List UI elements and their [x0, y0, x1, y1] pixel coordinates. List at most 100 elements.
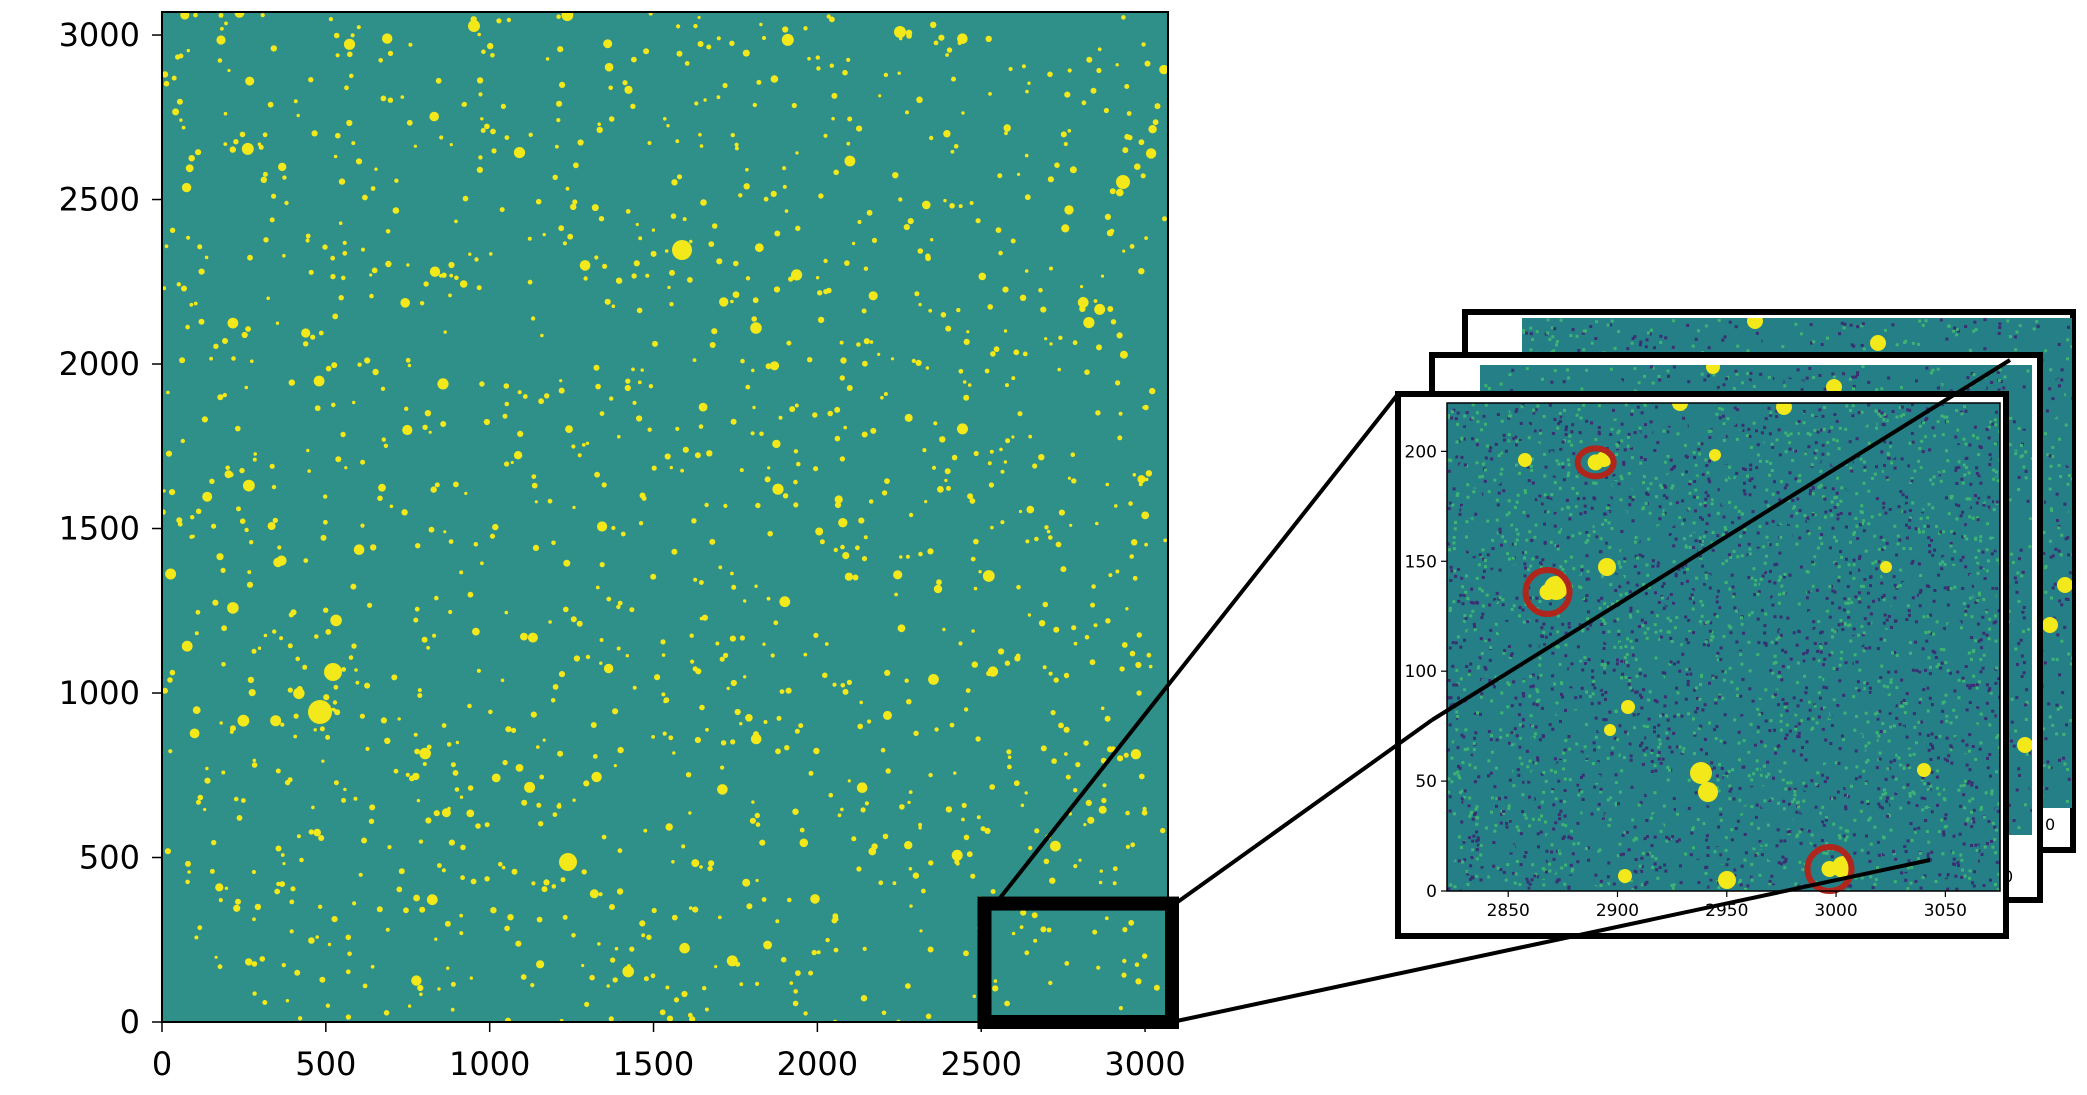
star: [720, 740, 727, 746]
star: [1136, 632, 1143, 638]
star: [1128, 501, 1133, 506]
star: [1048, 671, 1053, 676]
star: [162, 687, 168, 694]
star: [434, 482, 440, 488]
star: [1138, 268, 1145, 275]
star: [689, 633, 694, 638]
star: [951, 454, 958, 461]
star: [1071, 625, 1077, 631]
star: [817, 316, 825, 324]
star: [205, 766, 209, 771]
star: [331, 707, 335, 712]
star: [778, 415, 783, 420]
star: [803, 1011, 808, 1016]
star: [448, 261, 455, 269]
x-tick-label: 3000: [1104, 1045, 1185, 1083]
star: [763, 940, 772, 950]
star: [260, 13, 265, 18]
star: [1098, 880, 1103, 885]
star: [1097, 47, 1102, 52]
star: [1080, 285, 1084, 289]
star: [1105, 482, 1110, 487]
star: [617, 434, 621, 439]
star: [224, 886, 229, 890]
star: [799, 827, 805, 833]
star: [839, 375, 845, 381]
star: [461, 102, 466, 107]
star: [945, 53, 949, 57]
star: [632, 400, 637, 405]
star: [1064, 752, 1068, 756]
star: [195, 508, 202, 515]
star: [937, 486, 944, 493]
star: [691, 518, 697, 524]
star: [385, 927, 390, 932]
star: [247, 570, 252, 575]
star: [646, 934, 652, 940]
star: [1145, 470, 1153, 477]
star: [1083, 823, 1087, 827]
star: [626, 964, 631, 969]
star: [1099, 869, 1104, 873]
star: [484, 876, 490, 882]
star: [700, 199, 707, 206]
star: [692, 906, 699, 913]
star: [745, 276, 751, 281]
star: [726, 955, 738, 967]
star: [638, 521, 644, 526]
star: [837, 813, 842, 818]
star: [1077, 297, 1089, 308]
star: [1024, 269, 1029, 273]
star: [944, 478, 948, 483]
star: [708, 860, 715, 867]
star: [289, 899, 295, 905]
star: [204, 777, 211, 784]
star: [229, 729, 234, 734]
star: [772, 483, 784, 495]
star: [333, 780, 339, 786]
star: [551, 884, 557, 889]
star: [939, 436, 946, 443]
star: [504, 135, 510, 141]
star: [1096, 344, 1102, 351]
star: [341, 275, 346, 281]
star: [1142, 806, 1147, 811]
star: [1135, 978, 1142, 985]
star: [323, 694, 330, 701]
star: [244, 527, 249, 533]
y-tick-label: 1500: [59, 510, 140, 548]
star: [749, 817, 757, 824]
star: [505, 726, 512, 733]
star: [270, 715, 282, 727]
inset-x-tick-label: 2850: [1487, 901, 1530, 921]
star: [557, 46, 564, 53]
star: [1004, 660, 1011, 666]
star: [1049, 342, 1053, 346]
star: [687, 277, 693, 283]
star: [357, 362, 362, 367]
star: [383, 443, 389, 448]
star: [311, 805, 315, 810]
star: [870, 427, 877, 434]
star: [665, 823, 673, 831]
star: [641, 933, 646, 938]
star: [490, 907, 497, 914]
star: [443, 330, 447, 334]
star: [869, 340, 874, 344]
star: [369, 804, 376, 811]
star: [844, 260, 850, 266]
star: [251, 648, 257, 654]
star: [787, 897, 792, 903]
star: [643, 976, 649, 982]
star: [794, 728, 800, 734]
star: [392, 207, 400, 214]
star: [711, 223, 718, 229]
star: [647, 141, 652, 145]
star: [817, 290, 823, 296]
star: [162, 71, 169, 78]
star: [975, 736, 981, 742]
star: [1055, 541, 1062, 548]
star: [629, 607, 635, 613]
star: [1011, 376, 1016, 381]
star: [233, 904, 241, 912]
